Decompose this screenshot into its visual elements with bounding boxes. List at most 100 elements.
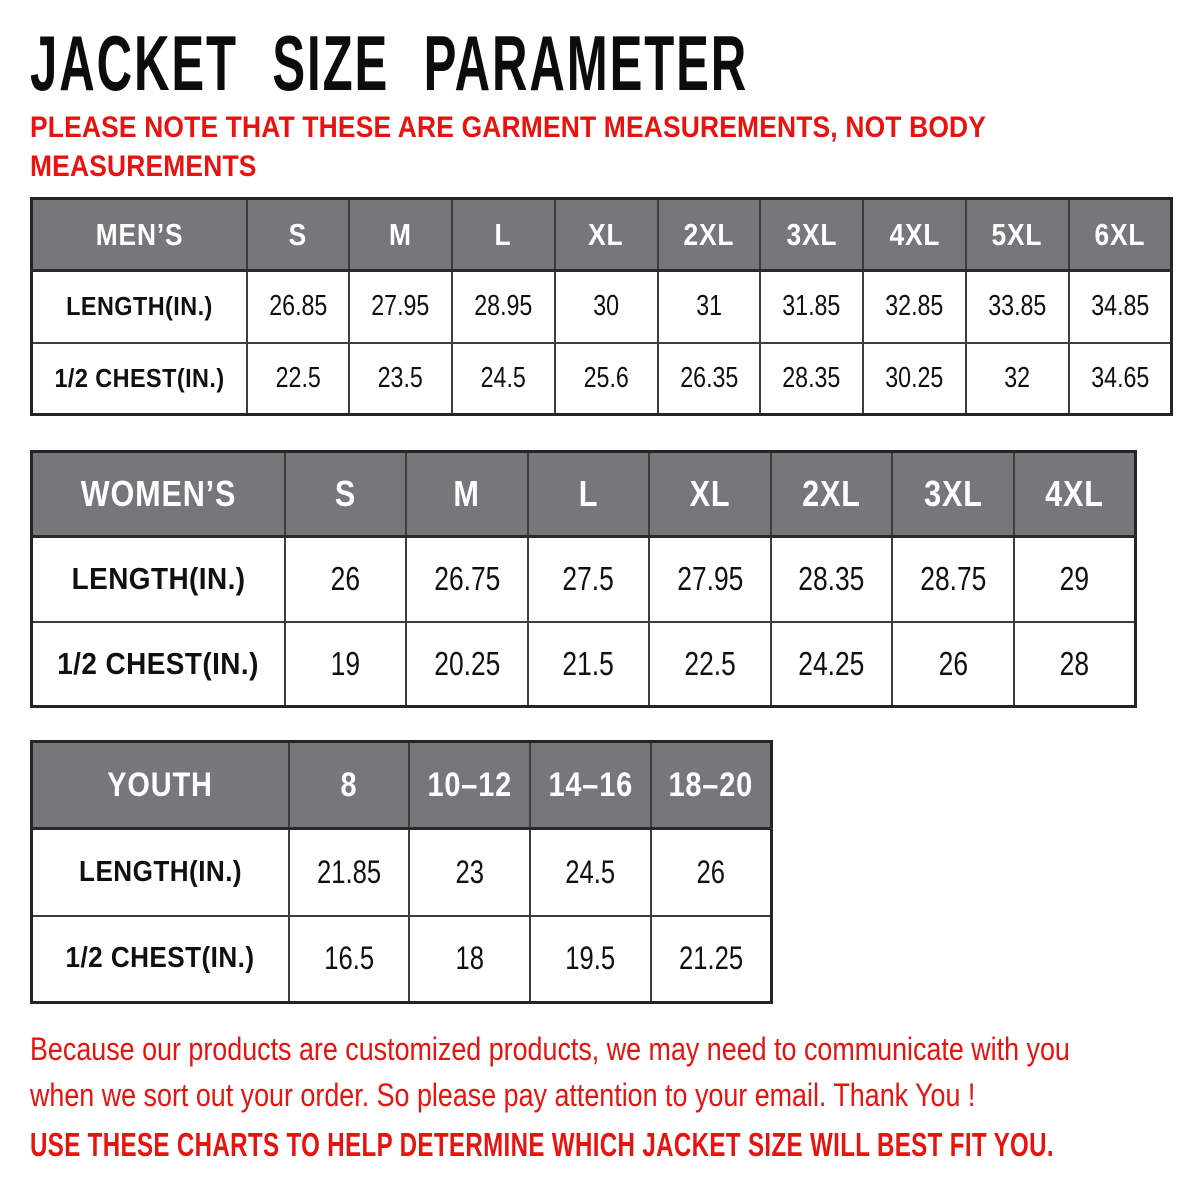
- measure-value: 28.35: [798, 560, 865, 598]
- youth-table: YOUTH 8 10–12 14–16 18–20 LENGTH(IN.) 21.85 23 2…: [30, 740, 773, 1004]
- header-cell-label: WOMEN’S: [80, 473, 237, 514]
- measure-value: 29: [1059, 560, 1090, 598]
- measure-value-cell: 31: [656, 269, 762, 344]
- size-column-header: 4XL: [862, 197, 967, 272]
- measure-label-cell: 1/2 CHEST(IN.): [30, 620, 286, 708]
- measure-value: 27.95: [371, 290, 430, 323]
- size-column-header: 5XL: [964, 197, 1070, 272]
- measure-label-cell: LENGTH(IN.): [30, 535, 286, 623]
- measurement-row: 1/2 CHEST(IN.) 16.5 18 19.5 21.25: [30, 914, 773, 1004]
- measure-value: 23.5: [378, 361, 424, 394]
- measurement-row: 1/2 CHEST(IN.) 22.5 23.5 24.5 25.6 26.35 28.35…: [30, 341, 1173, 416]
- measure-value: 26.85: [268, 290, 327, 323]
- measure-value: 24.5: [565, 853, 616, 890]
- notice-line: Because our products are customized prod…: [30, 1031, 1070, 1067]
- measure-value-cell: 24.25: [769, 620, 894, 708]
- measurement-row: LENGTH(IN.) 21.85 23 24.5 26: [30, 827, 773, 917]
- measure-value-cell: 21.25: [649, 914, 773, 1004]
- size-column-header: XL: [648, 450, 772, 538]
- customization-notice: Because our products are customized prod…: [30, 1026, 1070, 1118]
- size-column-header: 8: [287, 740, 411, 830]
- measure-value-cell: 29: [1012, 535, 1137, 623]
- size-column-header: 6XL: [1067, 197, 1173, 272]
- womens-size-table: WOMEN’S S M L XL 2XL 3XL 4XL LENGTH(IN.) 26 26.75 2…: [30, 450, 1137, 708]
- measure-value-cell: 20.25: [405, 620, 529, 708]
- measure-label: LENGTH(IN.): [78, 855, 242, 888]
- measure-value: 16.5: [323, 940, 374, 977]
- measure-label: LENGTH(IN.): [71, 561, 246, 597]
- womens-table: WOMEN’S S M L XL 2XL 3XL 4XL LENGTH(IN.) 26 26.75 2…: [30, 450, 1137, 708]
- measure-value: 21.85: [316, 853, 381, 890]
- measure-value-cell: 19: [283, 620, 408, 708]
- measure-label-cell: 1/2 CHEST(IN.): [30, 341, 248, 416]
- size-column-header: 3XL: [891, 450, 1015, 538]
- measure-label: 1/2 CHEST(IN.): [57, 645, 260, 681]
- size-column-header: 2XL: [769, 450, 894, 538]
- garment-measurement-note: PLEASE NOTE THAT THESE ARE GARMENT MEASU…: [30, 108, 986, 186]
- notice-line: when we sort out your order. So please p…: [30, 1077, 976, 1113]
- header-cell-label: 4XL: [889, 216, 940, 252]
- measure-value-cell: 30.25: [862, 341, 967, 416]
- measure-value: 26: [696, 853, 726, 890]
- header-cell-label: 10–12: [427, 765, 512, 804]
- size-column-header: L: [451, 197, 556, 272]
- measure-label-cell: LENGTH(IN.): [30, 827, 290, 917]
- measure-value-cell: 25.6: [553, 341, 659, 416]
- measurement-row: LENGTH(IN.) 26.85 27.95 28.95 30 31 31.85 32.85…: [30, 269, 1173, 344]
- measure-value: 27.95: [676, 560, 744, 598]
- measure-value: 23: [455, 853, 484, 890]
- measure-value-cell: 24.5: [529, 827, 652, 917]
- header-cell-label: XL: [689, 473, 731, 514]
- header-row: WOMEN’S S M L XL 2XL 3XL 4XL: [30, 450, 1137, 538]
- header-cell-label: 6XL: [1094, 216, 1146, 252]
- measure-value-cell: 26.85: [245, 269, 351, 344]
- measure-value-cell: 22.5: [245, 341, 351, 416]
- measure-value-cell: 23.5: [348, 341, 454, 416]
- size-column-header: S: [245, 197, 351, 272]
- measure-value-cell: 32: [964, 341, 1070, 416]
- mens-table: MEN’S S M L XL 2XL 3XL 4XL 5XL 6XL LENGTH(IN.) 26.8…: [30, 197, 1173, 416]
- measure-value: 22.5: [684, 644, 736, 682]
- header-cell-label: 8: [340, 765, 358, 804]
- header-cell-label: 18–20: [668, 765, 754, 804]
- measure-value: 34.85: [1090, 290, 1149, 323]
- measure-value-cell: 34.65: [1067, 341, 1173, 416]
- measure-value-cell: 28.75: [891, 535, 1015, 623]
- header-cell-label: 3XL: [923, 473, 983, 514]
- measure-value-cell: 27.95: [348, 269, 454, 344]
- measure-value-cell: 19.5: [529, 914, 652, 1004]
- size-column-header: 2XL: [656, 197, 762, 272]
- measure-value-cell: 18: [408, 914, 531, 1004]
- measure-label: 1/2 CHEST(IN.): [65, 942, 255, 975]
- measure-value: 28.75: [920, 560, 987, 598]
- measure-value: 21.25: [678, 940, 743, 977]
- measure-value: 26: [330, 560, 360, 598]
- header-cell-label: M: [453, 473, 481, 514]
- header-row: YOUTH 8 10–12 14–16 18–20: [30, 740, 773, 830]
- measurement-row: LENGTH(IN.) 26 26.75 27.5 27.95 28.35 28.75 29: [30, 535, 1137, 623]
- measure-value-cell: 33.85: [964, 269, 1070, 344]
- measure-value: 33.85: [988, 290, 1047, 323]
- measurement-row: 1/2 CHEST(IN.) 19 20.25 21.5 22.5 24.25 26 28: [30, 620, 1137, 708]
- measure-value: 28.95: [474, 290, 533, 323]
- size-column-header: 4XL: [1012, 450, 1137, 538]
- measure-value: 31: [696, 290, 722, 323]
- measure-value-cell: 31.85: [759, 269, 865, 344]
- youth-size-table: YOUTH 8 10–12 14–16 18–20 LENGTH(IN.) 21.85 23 2…: [30, 740, 773, 1004]
- measure-value-cell: 28.35: [759, 341, 865, 416]
- measure-value: 21.5: [562, 644, 615, 682]
- measure-value-cell: 26: [283, 535, 408, 623]
- measure-value: 26.75: [433, 560, 500, 598]
- measure-value-cell: 26.35: [656, 341, 762, 416]
- measure-value: 32: [1004, 361, 1031, 394]
- measure-value: 19: [330, 644, 360, 682]
- header-cell-label: 3XL: [786, 216, 838, 252]
- header-cell-label: 2XL: [683, 216, 735, 252]
- measure-value: 28.35: [782, 361, 841, 394]
- size-column-header: XL: [553, 197, 659, 272]
- measure-value-cell: 28.95: [451, 269, 556, 344]
- measure-label: 1/2 CHEST(IN.): [54, 362, 225, 393]
- header-cell-label: XL: [588, 216, 624, 252]
- header-cell-label: MEN’S: [95, 216, 184, 252]
- measure-value: 26.35: [679, 361, 738, 394]
